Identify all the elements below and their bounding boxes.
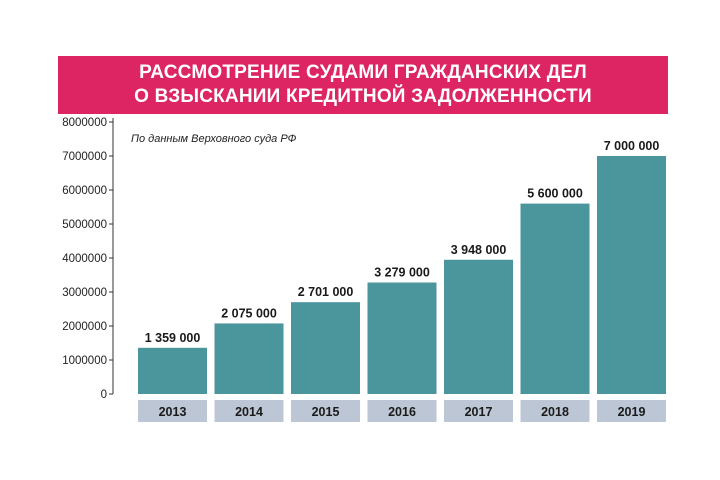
value-label-2017: 3 948 000: [451, 243, 507, 257]
value-label-2018: 5 600 000: [527, 187, 583, 201]
y-tick-label: 7000000: [62, 151, 107, 163]
bar-2014: [214, 323, 284, 394]
x-label-box-2017: [444, 400, 513, 422]
x-tick-label-2013: 2013: [159, 405, 187, 419]
bar-2018: [520, 203, 590, 394]
x-tick-label-2015: 2015: [312, 405, 340, 419]
value-label-2013: 1 359 000: [145, 331, 201, 345]
source-note: По данным Верховного суда РФ: [131, 133, 297, 145]
y-axis: 0 1000000 2000000 3000000 4000000 5000000 6000…: [62, 117, 114, 401]
x-tick-label-2019: 2019: [618, 405, 646, 419]
y-tick-label: 2000000: [62, 321, 107, 333]
y-tick-label: 0: [101, 389, 107, 401]
value-label-2016: 3 279 000: [374, 266, 430, 280]
value-label-2015: 2 701 000: [298, 285, 354, 299]
y-tick-label: 5000000: [62, 219, 107, 231]
y-tick-label: 3000000: [62, 287, 107, 299]
x-label-box-2014: [214, 400, 284, 422]
title-line-2: О ВЗЫСКАНИИ КРЕДИТНОЙ ЗАДОЛЖЕННОСТИ: [134, 86, 592, 107]
bar-2019: [597, 156, 666, 394]
bar-2013: [138, 347, 207, 394]
title-banner: РАССМОТРЕНИЕ СУДАМИ ГРАЖДАНСКИХ ДЕЛ О ВЗ…: [58, 56, 668, 114]
value-label-2019: 7 000 000: [604, 139, 660, 153]
bars: [138, 156, 666, 394]
value-label-2014: 2 075 000: [221, 306, 277, 320]
bar-2016: [367, 282, 437, 394]
y-tick-label: 6000000: [62, 185, 107, 197]
y-tick-label: 1000000: [62, 355, 107, 367]
y-tick-label: 8000000: [62, 117, 107, 129]
x-label-box-2019: [597, 400, 666, 422]
x-label-box-2015: [291, 400, 360, 422]
title-line-1: РАССМОТРЕНИЕ СУДАМИ ГРАЖДАНСКИХ ДЕЛ: [139, 62, 587, 83]
y-tick-label: 4000000: [62, 253, 107, 265]
x-label-box-2018: [520, 400, 590, 422]
bar-2015: [291, 302, 360, 394]
x-tick-label-2014: 2014: [235, 405, 263, 419]
x-label-box-2016: [367, 400, 437, 422]
x-axis: 2013 2014 2015 2016 2017 2018 2019: [138, 400, 666, 422]
x-tick-label-2018: 2018: [541, 405, 569, 419]
value-labels: 1 359 000 2 075 000 2 701 000 3 279 000 3 94…: [145, 139, 660, 345]
x-tick-label-2017: 2017: [465, 405, 493, 419]
bar-2017: [444, 259, 513, 394]
x-label-box-2013: [138, 400, 207, 422]
x-tick-label-2016: 2016: [388, 405, 416, 419]
